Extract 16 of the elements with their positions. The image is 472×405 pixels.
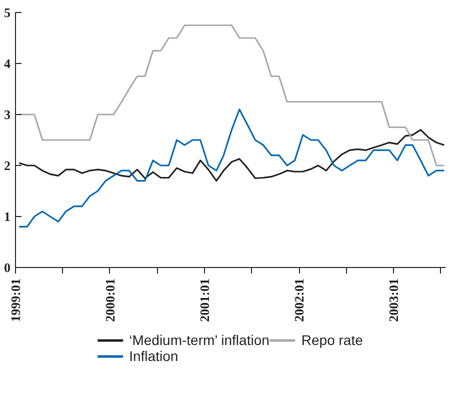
x-tick-label: 2001:01: [197, 278, 212, 322]
y-tick-label: 0: [4, 260, 10, 275]
x-tick-label: 2003:01: [386, 278, 402, 322]
y-tick-label: 2: [4, 158, 10, 173]
y-tick-label: 5: [4, 5, 11, 20]
y-tick-label: 1: [4, 209, 10, 224]
y-tick-label: 4: [4, 56, 11, 71]
x-tick-label: 1999:01: [8, 278, 23, 322]
y-tick-label: 3: [4, 107, 11, 122]
line-series: [18, 108, 446, 228]
legend-label: ‘Medium-term’ inflation: [129, 332, 270, 348]
x-tick-label: 2000:01: [102, 278, 118, 322]
line-series: [18, 24, 446, 166]
legend-label: Repo rate: [301, 332, 363, 348]
x-tick-label: 2002:01: [292, 278, 307, 322]
legend-label: Inflation: [129, 348, 178, 364]
